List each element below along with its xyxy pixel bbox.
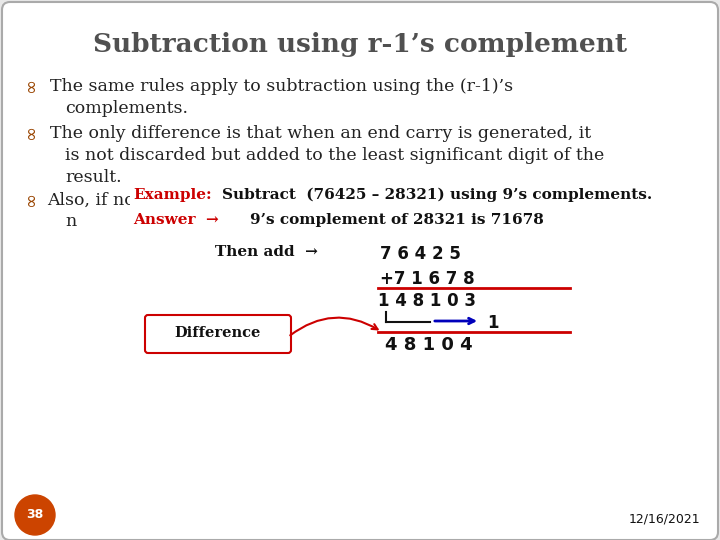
Text: complements.: complements. (65, 100, 188, 117)
Text: 4 8 1 0 4: 4 8 1 0 4 (385, 336, 472, 354)
Text: +7 1 6 7 8: +7 1 6 7 8 (380, 270, 474, 288)
Circle shape (15, 495, 55, 535)
Text: 1 4 8 1 0 3: 1 4 8 1 0 3 (378, 292, 476, 310)
Text: 7 6 4 2 5: 7 6 4 2 5 (380, 245, 461, 263)
Text: n: n (65, 213, 76, 230)
Text: The only difference is that when an end carry is generated, it: The only difference is that when an end … (50, 125, 591, 142)
Text: result.: result. (65, 169, 122, 186)
FancyBboxPatch shape (130, 185, 695, 250)
Text: Then add  →: Then add → (215, 245, 318, 259)
Text: ∞: ∞ (22, 78, 40, 93)
Text: Also, if no end carry is generated, then the answer is: Also, if no end carry is generated, then… (47, 192, 515, 209)
Text: ∞: ∞ (22, 192, 40, 207)
Text: is not discarded but added to the least significant digit of the: is not discarded but added to the least … (65, 147, 604, 164)
Text: 38: 38 (27, 509, 44, 522)
Text: Subtraction using r-1’s complement: Subtraction using r-1’s complement (93, 32, 627, 57)
Text: ∞: ∞ (22, 125, 40, 140)
Text: Difference: Difference (175, 326, 261, 340)
Text: The same rules apply to subtraction using the (r-1)’s: The same rules apply to subtraction usin… (50, 78, 513, 95)
Text: Answer  →: Answer → (133, 213, 219, 227)
Text: 1: 1 (487, 314, 498, 332)
FancyBboxPatch shape (145, 315, 291, 353)
Text: Subtract  (76425 – 28321) using 9’s complements.: Subtract (76425 – 28321) using 9’s compl… (222, 188, 652, 202)
Text: Example:: Example: (133, 188, 212, 202)
Text: 9’s complement of 28321 is 71678: 9’s complement of 28321 is 71678 (250, 213, 544, 227)
Text: 12/16/2021: 12/16/2021 (629, 512, 700, 525)
